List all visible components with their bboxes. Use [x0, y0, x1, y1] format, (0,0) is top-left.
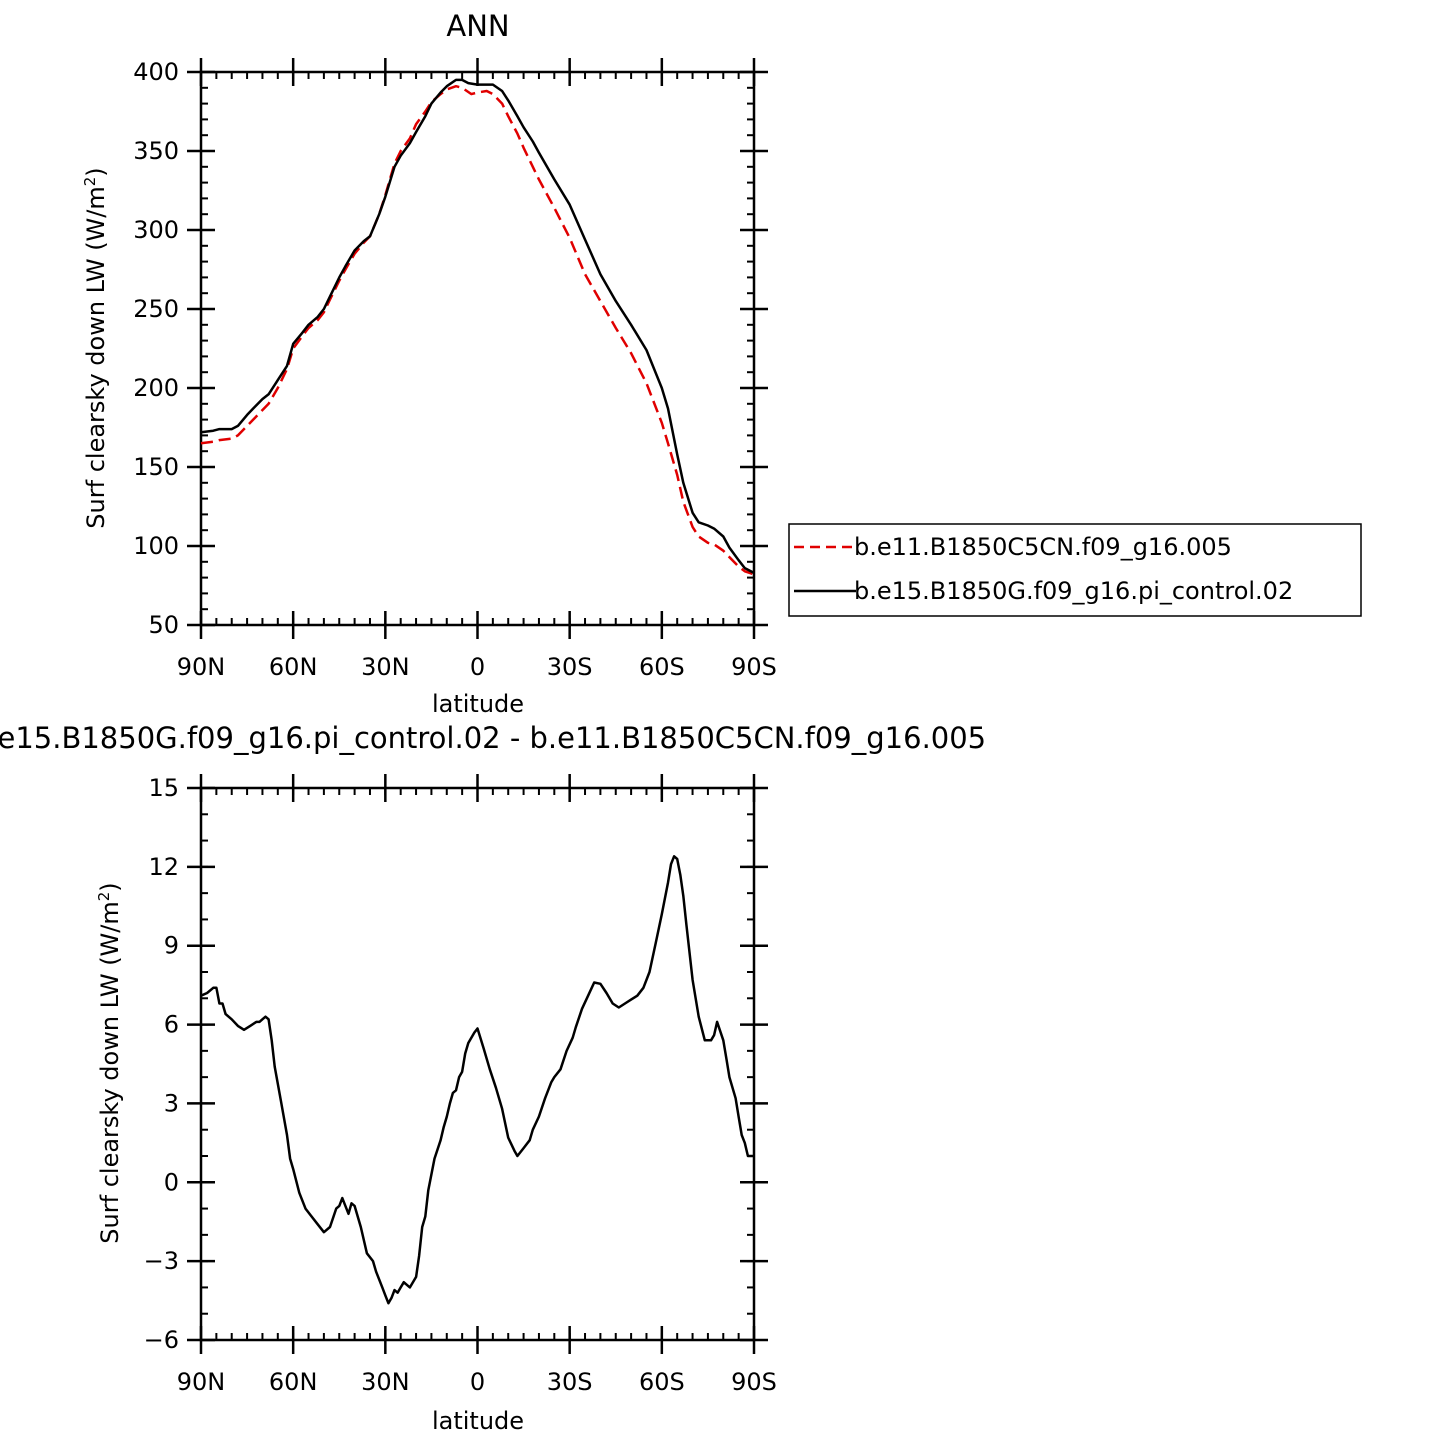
legend: b.e11.B1850C5CN.f09_g16.005 b.e15.B1850G… [788, 523, 1362, 617]
panel-2-series-line-1 [200, 855, 754, 1305]
panel-1-y-axis-label-superscript: 2 [81, 177, 99, 187]
panel-2-x-tick-label: 0 [470, 1368, 485, 1396]
panel-2-y-tick-label: −3 [144, 1247, 179, 1275]
panel-2-y-tick-label: 9 [164, 932, 179, 960]
panel-2-x-tick-label: 30S [547, 1368, 593, 1396]
panel-1-x-tick-label: 90S [731, 653, 777, 681]
panel-2-y-tick-label: 15 [148, 774, 179, 802]
panel-1-x-tick-label: 60N [269, 653, 318, 681]
panel-1-title: ANN [446, 9, 509, 43]
panel-1-frame [199, 70, 756, 627]
panel-1-x-axis-label: latitude [432, 690, 524, 718]
panel-2-y-axis-label: Surf clearsky down LW (W/m2) [95, 882, 124, 1243]
panel-1-series-line-1 [200, 84, 755, 576]
panel-1-ticks: 400 350 300 250 200 150 100 50 90N 60N 30N 0 30S 60S 9… [133, 58, 777, 681]
panel-1-y-axis-label-close: ) [82, 167, 110, 176]
panel-1-x-tick-label: 30S [547, 653, 593, 681]
panel-2-title: b.e15.B1850G.f09_g16.pi_control.02 - b.e… [0, 721, 986, 755]
panel-2-x-tick-label: 60N [269, 1368, 318, 1396]
panel-1-y-tick-label: 400 [133, 58, 179, 86]
panel-2-x-axis-label: latitude [432, 1407, 524, 1435]
panel-1-y-axis-label: Surf clearsky down LW (W/m2) [81, 167, 110, 528]
panel-1-plot-area: 400 350 300 250 200 150 100 50 90N 60N 30N 0 30S 60S 9… [133, 58, 777, 681]
panel-1-y-tick-label: 200 [133, 374, 179, 402]
panel-2-y-axis-label-superscript: 2 [95, 892, 113, 902]
panel-1-y-tick-label: 250 [133, 295, 179, 323]
panel-2-y-tick-label: 6 [164, 1011, 179, 1039]
panel-2-y-tick-label: 3 [164, 1089, 179, 1117]
panel-1-x-tick-label: 30N [361, 653, 410, 681]
panel-1-y-tick-label: 50 [148, 611, 179, 639]
panel-2-plot-area: 15 12 9 6 3 0 −3 −6 90N 60N 30N 0 30S 60S 90S [144, 774, 777, 1396]
panel-annual-mean: ANN 400 350 300 250 200 150 100 50 90N 60N 30N 0 30S… [81, 9, 1362, 718]
panel-difference: b.e15.B1850G.f09_g16.pi_control.02 - b.e… [0, 721, 986, 1435]
panel-1-series-line-2 [200, 78, 755, 575]
panel-2-y-tick-label: 0 [164, 1168, 179, 1196]
panel-2-x-tick-label: 90S [731, 1368, 777, 1396]
panel-1-y-tick-label: 150 [133, 453, 179, 481]
panel-2-y-axis-label-main: Surf clearsky down LW (W/m [96, 901, 124, 1243]
panel-1-y-tick-label: 100 [133, 532, 179, 560]
legend-box [788, 523, 1362, 617]
panel-2-x-tick-label: 30N [361, 1368, 410, 1396]
panel-2-y-axis-label-close: ) [96, 882, 124, 891]
panel-1-y-tick-label: 300 [133, 216, 179, 244]
legend-label-experiment-run: b.e15.B1850G.f09_g16.pi_control.02 [854, 577, 1293, 605]
panel-2-y-tick-label: 12 [148, 853, 179, 881]
panel-2-x-tick-label: 60S [639, 1368, 685, 1396]
panel-1-x-tick-label: 60S [639, 653, 685, 681]
panel-1-y-tick-label: 350 [133, 137, 179, 165]
panel-1-x-tick-label: 90N [177, 653, 226, 681]
panel-2-y-tick-label: −6 [144, 1326, 179, 1354]
panel-2-x-tick-label: 90N [177, 1368, 226, 1396]
panel-1-y-axis-label-main: Surf clearsky down LW (W/m [82, 186, 110, 528]
panel-2-ticks: 15 12 9 6 3 0 −3 −6 90N 60N 30N 0 30S 60S 90S [144, 774, 777, 1396]
panel-1-x-tick-label: 0 [470, 653, 485, 681]
legend-label-control-run: b.e11.B1850C5CN.f09_g16.005 [854, 533, 1232, 561]
